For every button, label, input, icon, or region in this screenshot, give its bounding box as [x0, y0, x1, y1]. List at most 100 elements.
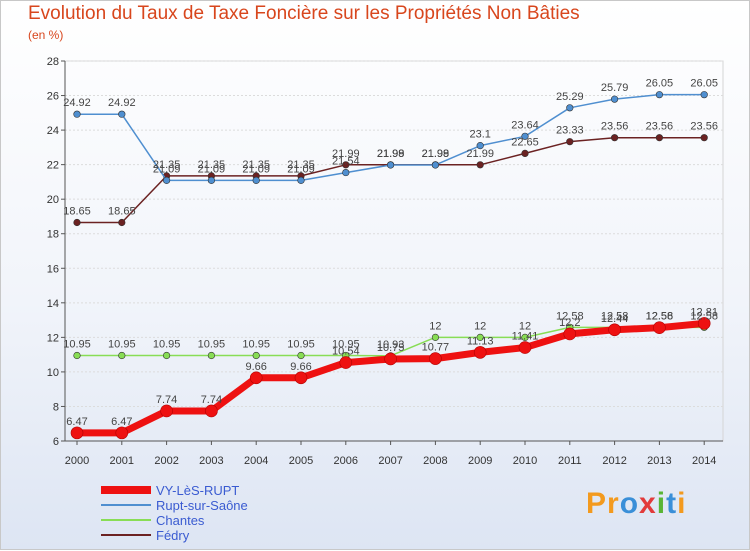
- legend-label: Chantes: [156, 513, 205, 528]
- data-point: [700, 91, 708, 99]
- data-label: 23.1: [469, 129, 490, 141]
- data-label: 12: [474, 320, 486, 332]
- x-tick-label: 2009: [468, 455, 492, 467]
- data-point: [252, 176, 260, 184]
- data-point: [387, 161, 395, 169]
- x-tick-label: 2008: [423, 455, 447, 467]
- data-label: 21.99: [332, 148, 360, 160]
- data-label: 12.2: [559, 317, 580, 329]
- data-label: 25.79: [601, 82, 629, 94]
- y-tick-label: 26: [47, 91, 59, 103]
- data-point: [608, 323, 621, 337]
- data-label: 12.58: [690, 310, 718, 322]
- data-point: [163, 351, 171, 360]
- plot-area: [64, 60, 724, 442]
- data-label: 10.54: [332, 346, 360, 358]
- data-point: [431, 333, 440, 341]
- y-tick-label: 22: [47, 160, 59, 172]
- data-point: [163, 176, 171, 184]
- brand-letter: x: [639, 487, 657, 520]
- data-point: [476, 142, 484, 150]
- data-label: 18.65: [63, 206, 91, 218]
- x-tick-label: 2002: [154, 455, 178, 467]
- x-tick-label: 2005: [289, 455, 313, 467]
- legend-label: Fédry: [156, 528, 190, 543]
- data-point: [429, 352, 442, 365]
- y-tick-label: 24: [47, 125, 59, 137]
- data-point: [73, 351, 81, 360]
- data-point: [118, 110, 126, 118]
- brand-letter: i: [656, 487, 667, 520]
- data-label: 12: [519, 320, 531, 332]
- data-label: 10.95: [332, 339, 360, 351]
- data-label: 10.93: [377, 339, 405, 351]
- data-point: [73, 218, 81, 227]
- y-tick-label: 6: [53, 436, 59, 448]
- data-label: 11.41: [512, 331, 539, 343]
- x-tick-label: 2006: [334, 455, 358, 467]
- data-point: [521, 333, 529, 341]
- x-tick-label: 2012: [602, 455, 626, 467]
- data-label: 10.95: [108, 339, 136, 351]
- y-tick-label: 8: [53, 401, 59, 413]
- x-tick-label: 2000: [65, 455, 89, 467]
- data-label: 23.56: [646, 121, 674, 133]
- data-label: 12.58: [601, 310, 629, 322]
- data-label: 9.66: [245, 361, 266, 373]
- data-label: 11.13: [467, 335, 494, 347]
- data-label: 6.47: [66, 416, 87, 428]
- data-label: 12.58: [646, 310, 674, 322]
- legend-swatch: [101, 504, 151, 506]
- data-label: 23.64: [511, 119, 539, 131]
- data-label: 7.74: [201, 394, 222, 406]
- data-point: [521, 149, 529, 158]
- data-point: [249, 371, 263, 385]
- data-label: 10.95: [198, 339, 226, 351]
- data-label: 23.56: [690, 121, 718, 133]
- y-tick-label: 28: [47, 56, 59, 68]
- data-label: 23.56: [601, 121, 629, 133]
- data-label: 21.54: [332, 156, 360, 168]
- data-point: [476, 333, 484, 341]
- data-point: [563, 327, 577, 341]
- x-tick-label: 2010: [513, 455, 537, 467]
- data-point: [655, 91, 664, 99]
- data-label: 23.33: [556, 125, 584, 137]
- data-point: [476, 161, 484, 169]
- data-point: [294, 371, 308, 385]
- data-point: [700, 134, 708, 142]
- y-tick-label: 18: [47, 229, 59, 241]
- data-point: [339, 356, 353, 369]
- data-point: [118, 351, 126, 360]
- brand-letter: t: [666, 487, 678, 520]
- data-point: [610, 95, 619, 103]
- data-point: [697, 317, 711, 330]
- data-point: [207, 351, 215, 360]
- legend-swatch: [101, 486, 151, 494]
- data-point: [118, 218, 126, 227]
- data-label: 22.65: [511, 136, 539, 148]
- y-tick-label: 14: [47, 298, 59, 310]
- data-labels-layer: 18.65 18.65 21.35 21.35 21.35 21.35 21.99 21.99…: [63, 78, 718, 428]
- data-label: 21.09: [153, 163, 181, 175]
- data-point: [384, 352, 397, 366]
- data-point: [297, 176, 305, 184]
- brand-letter: r: [607, 487, 620, 520]
- data-point: [431, 161, 440, 169]
- data-label: 24.92: [108, 97, 136, 109]
- data-point: [70, 426, 84, 440]
- x-tick-label: 2007: [378, 455, 402, 467]
- data-label: 21.98: [377, 148, 405, 160]
- data-point: [473, 346, 487, 359]
- x-tick-label: 2004: [244, 455, 268, 467]
- data-point: [342, 161, 350, 169]
- x-tick-label: 2011: [558, 455, 582, 467]
- data-label: 21.35: [198, 159, 226, 171]
- legend-label: Rupt-sur-Saône: [156, 498, 248, 513]
- data-point: [610, 134, 619, 142]
- data-point: [342, 168, 350, 177]
- data-label: 10.95: [153, 339, 181, 351]
- data-label: 12.44: [601, 313, 629, 325]
- y-tick-label: 16: [47, 263, 59, 275]
- brand-letter: i: [677, 487, 687, 520]
